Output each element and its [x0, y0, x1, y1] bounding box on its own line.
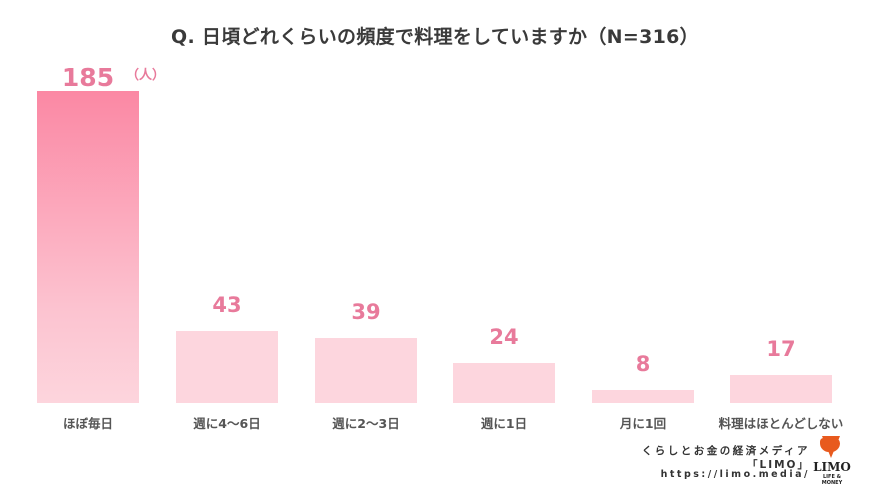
- bar-1: [176, 331, 278, 403]
- fox-head-icon: [820, 438, 840, 452]
- value-label-3: 24: [489, 325, 519, 349]
- bar-4: [592, 390, 694, 403]
- unit-label: （人）: [126, 68, 166, 83]
- category-label-5: 料理はほとんどしない: [718, 416, 844, 431]
- bar-3: [453, 363, 555, 403]
- bar-5: [730, 375, 832, 403]
- credit-brand: 「LIMO」: [747, 459, 810, 471]
- category-label-4: 月に1回: [619, 416, 667, 431]
- value-label-4: 8: [635, 352, 651, 376]
- category-label-0: ほぼ毎日: [62, 416, 113, 431]
- bar-2: [315, 338, 417, 403]
- value-label-1: 43: [212, 293, 242, 317]
- logo-subtext: LIFE & MONEY: [821, 474, 843, 486]
- value-label-2: 39: [351, 300, 381, 324]
- credit-tagline: くらしとお金の経済メディア: [641, 445, 810, 457]
- category-label-2: 週に2〜3日: [332, 416, 400, 431]
- value-label-0: 185: [61, 63, 115, 92]
- value-label-5: 17: [766, 337, 796, 361]
- limo-logo: LIMO LIFE & MONEY: [812, 436, 852, 486]
- chart-title: Q. 日頃どれくらいの頻度で料理をしていますか（N=316）: [171, 26, 699, 48]
- logo-text: LIMO: [813, 460, 851, 474]
- category-label-3: 週に1日: [480, 416, 528, 431]
- category-label-1: 週に4〜6日: [193, 416, 261, 431]
- bar-0: [37, 91, 139, 403]
- credit-url: https://limo.media/: [660, 469, 810, 480]
